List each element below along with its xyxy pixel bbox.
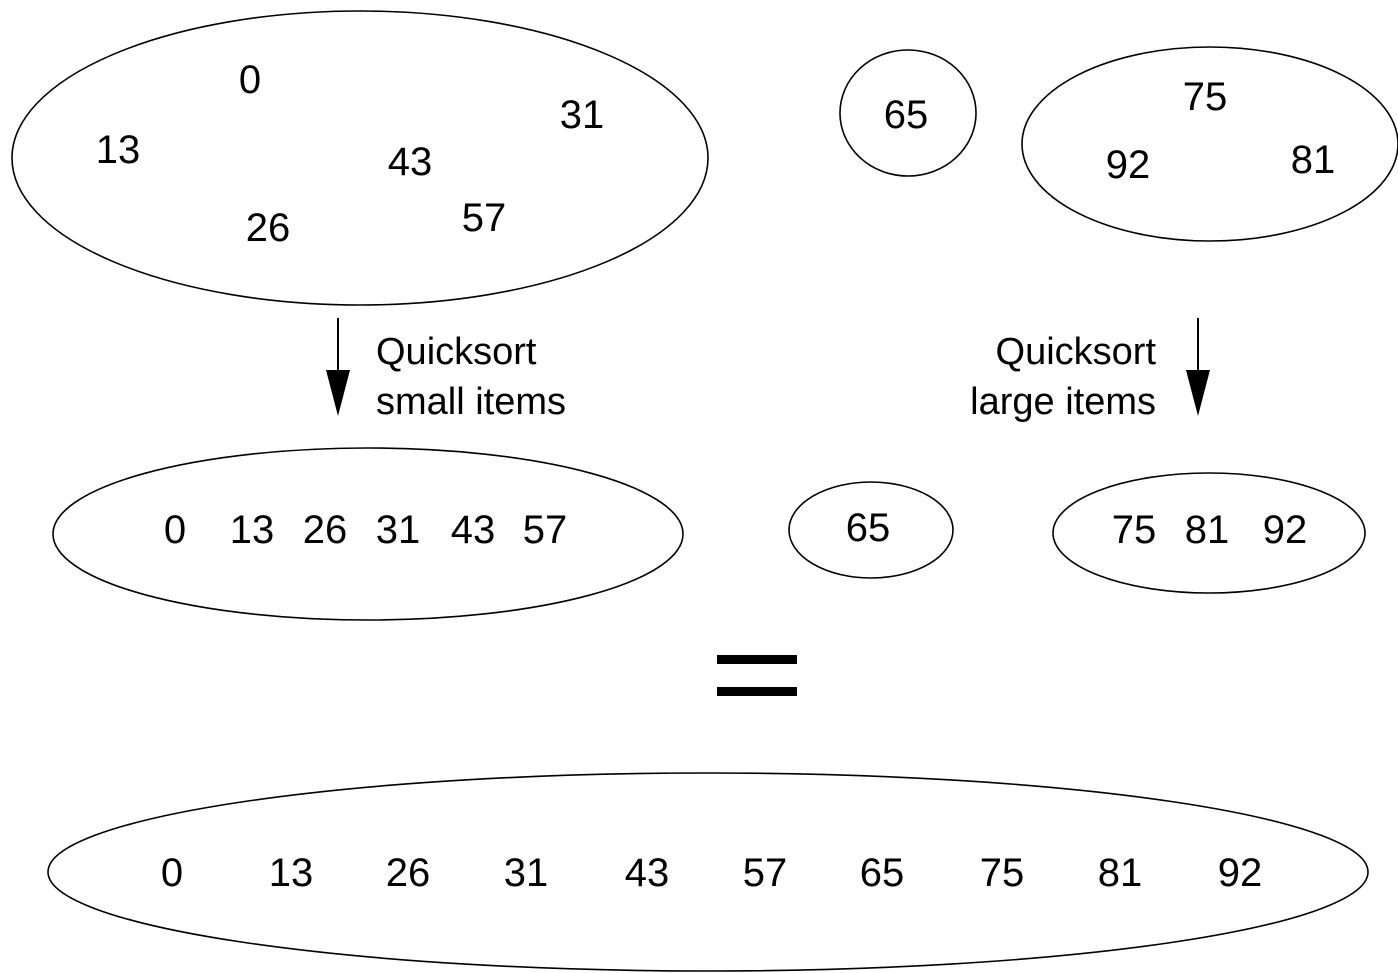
result-item: 75: [980, 851, 1025, 895]
small-item: 26: [246, 206, 291, 250]
sorted-small-item: 43: [451, 508, 496, 552]
sorted-large-item: 75: [1112, 508, 1157, 552]
sorted-row: 0 13 26 31 43 57 65 75 81 92: [52, 447, 1366, 621]
result-row: 0 13 26 31 43 57 65 75 81 92: [47, 772, 1369, 972]
small-items-set: [11, 10, 709, 306]
left-step-caption-line1: Quicksort: [376, 331, 537, 373]
sorted-large-set: [1052, 472, 1366, 594]
sorted-pivot-item: 65: [846, 506, 891, 550]
small-item: 0: [239, 58, 261, 102]
sorted-small-set: [52, 447, 684, 621]
left-step-caption-line2: small items: [376, 381, 566, 423]
small-item: 43: [388, 140, 433, 184]
result-item: 13: [269, 851, 314, 895]
equals-sign: [717, 655, 797, 696]
sorted-small-item: 26: [303, 508, 348, 552]
small-item: 57: [462, 196, 507, 240]
sorted-small-item: 57: [523, 508, 568, 552]
result-item: 65: [860, 851, 905, 895]
right-step-caption-line2: large items: [970, 381, 1156, 423]
large-items-set: [1021, 46, 1398, 242]
result-item: 31: [504, 851, 549, 895]
sorted-large-item: 92: [1263, 508, 1308, 552]
right-step: Quicksort large items: [970, 318, 1210, 423]
arrowhead-icon: [326, 370, 350, 416]
sorted-small-item: 13: [230, 508, 275, 552]
large-item: 81: [1291, 138, 1336, 182]
small-item: 13: [96, 128, 141, 172]
partition-row: 0 13 31 43 26 57 65 75 92 81: [11, 10, 1398, 306]
large-item: 75: [1183, 75, 1228, 119]
result-item: 0: [161, 851, 183, 895]
result-item: 81: [1098, 851, 1143, 895]
left-step: Quicksort small items: [326, 318, 566, 423]
result-item: 92: [1218, 851, 1263, 895]
result-item: 26: [386, 851, 431, 895]
sorted-small-item: 0: [164, 508, 186, 552]
right-step-caption-line1: Quicksort: [996, 331, 1157, 373]
equals-bar-top: [717, 655, 797, 664]
arrowhead-icon: [1186, 370, 1210, 416]
sorted-small-item: 31: [376, 508, 421, 552]
equals-bar-bottom: [717, 687, 797, 696]
sorted-pivot-set: [788, 481, 954, 579]
result-item: 43: [625, 851, 670, 895]
large-item: 92: [1106, 143, 1151, 187]
pivot-item: 65: [884, 93, 929, 137]
result-set: [47, 772, 1369, 972]
pivot-set: [839, 49, 977, 177]
small-item: 31: [560, 93, 605, 137]
result-item: 57: [743, 851, 788, 895]
sorted-large-item: 81: [1185, 508, 1230, 552]
